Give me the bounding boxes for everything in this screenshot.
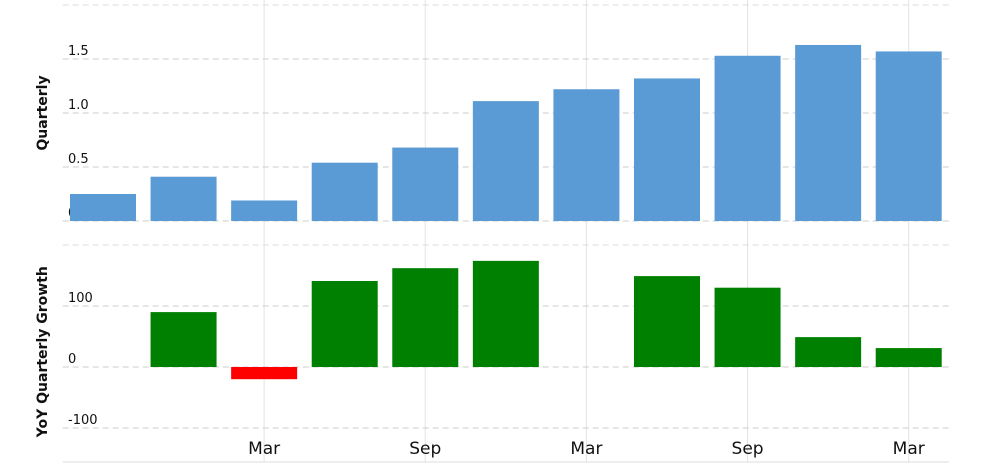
bar	[311, 162, 378, 221]
bar	[633, 276, 700, 367]
x-tick-label: Sep	[409, 439, 441, 459]
y-axis-label: YoY Quarterly Growth	[35, 266, 51, 438]
bar	[472, 260, 539, 367]
y-tick-label: -100	[68, 413, 98, 428]
bar	[795, 44, 862, 222]
bar	[553, 89, 620, 222]
bar	[392, 268, 459, 367]
bar	[231, 367, 298, 380]
y-axis-label: Quarterly	[35, 75, 51, 150]
bar	[875, 348, 942, 367]
bar	[311, 280, 378, 367]
y-tick-label: 1.0	[68, 98, 89, 113]
bar	[714, 287, 781, 367]
bar	[392, 147, 459, 221]
bar	[633, 78, 700, 221]
bar	[150, 176, 217, 221]
x-tick-label: Sep	[732, 439, 764, 459]
y-tick-label: 1.5	[68, 44, 89, 59]
y-tick-label: 0	[68, 352, 76, 367]
x-tick-label: Mar	[570, 439, 602, 459]
x-tick-label: Mar	[248, 439, 280, 459]
x-tick-label: Mar	[893, 439, 925, 459]
bar	[69, 194, 136, 221]
bar	[231, 200, 298, 221]
bar	[150, 312, 217, 367]
y-tick-label: 100	[68, 291, 93, 306]
bar	[875, 51, 942, 221]
bar	[795, 337, 862, 367]
bar	[714, 55, 781, 222]
bar	[472, 101, 539, 221]
y-tick-label: 0.5	[68, 152, 89, 167]
